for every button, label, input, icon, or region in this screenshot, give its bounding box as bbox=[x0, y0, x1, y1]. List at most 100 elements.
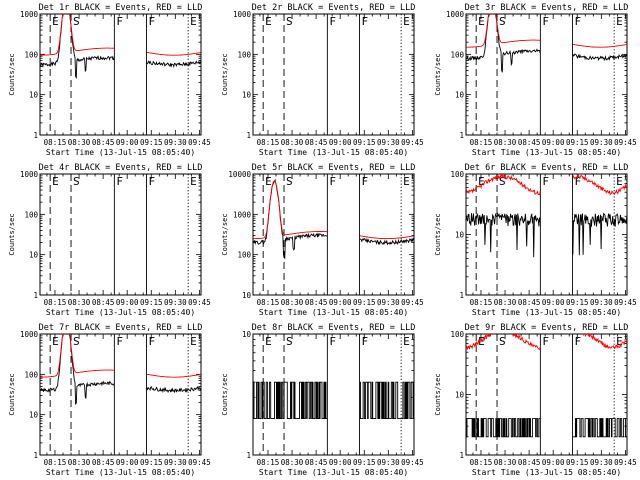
y-tick-label: 1 bbox=[246, 131, 251, 140]
x-tick-label: 08:15 bbox=[44, 138, 67, 147]
marker-label-F: F bbox=[361, 175, 368, 188]
marker-label-E: E bbox=[190, 175, 197, 188]
x-tick-label: 09:00 bbox=[116, 298, 139, 307]
series-lld-line bbox=[466, 174, 541, 196]
y-tick-label: 1 bbox=[459, 131, 464, 140]
marker-label-E: E bbox=[403, 15, 410, 28]
marker-label-F: F bbox=[116, 15, 123, 28]
y-tick-label: 100 bbox=[237, 50, 251, 59]
y-tick-label: 1000 bbox=[233, 210, 252, 219]
panel-det-6: Det 6r BLACK = Events, RED = LLD 1 10 100 Co… bbox=[434, 163, 637, 317]
x-tick-label: 08:15 bbox=[470, 298, 493, 307]
x-axis-label: Start Time (13-Jul-15 08:05:40) bbox=[259, 468, 408, 477]
y-tick-label: 10 bbox=[29, 251, 39, 260]
y-tick-label: 100 bbox=[24, 210, 38, 219]
panel-title: Det 9r BLACK = Events, RED = LLD bbox=[465, 323, 629, 333]
y-tick-label: 10 bbox=[29, 91, 39, 100]
x-axis-label: Start Time (13-Jul-15 08:05:40) bbox=[259, 148, 408, 157]
y-tick-label: 10 bbox=[242, 330, 252, 339]
x-tick-label: 08:45 bbox=[92, 138, 115, 147]
marker-label-S: S bbox=[73, 335, 80, 348]
marker-label-F: F bbox=[116, 335, 123, 348]
series-events-line bbox=[359, 237, 414, 246]
series-events-line bbox=[146, 385, 201, 394]
series-events-line bbox=[40, 14, 115, 80]
y-axis-label: Counts/sec bbox=[434, 213, 442, 255]
panel-title: Det 7r BLACK = Events, RED = LLD bbox=[39, 323, 203, 333]
y-axis-label: Counts/sec bbox=[221, 373, 229, 415]
x-axis-label: Start Time (13-Jul-15 08:05:40) bbox=[46, 468, 195, 477]
panel-det-2: Det 2r BLACK = Events, RED = LLD 1 10 100 10… bbox=[221, 3, 424, 157]
series-lld-line bbox=[146, 373, 201, 378]
x-tick-label: 09:00 bbox=[329, 138, 352, 147]
series-lld-line bbox=[40, 14, 115, 56]
marker-label-E: E bbox=[478, 335, 485, 348]
marker-label-E: E bbox=[265, 15, 272, 28]
x-axis-label: Start Time (13-Jul-15 08:05:40) bbox=[472, 468, 621, 477]
marker-label-E: E bbox=[616, 175, 623, 188]
marker-label-S: S bbox=[499, 175, 506, 188]
x-tick-label: 09:00 bbox=[329, 298, 352, 307]
marker-label-E: E bbox=[403, 335, 410, 348]
x-tick-label: 09:00 bbox=[542, 458, 565, 467]
panel-det-3: Det 3r BLACK = Events, RED = LLD 1 10 100 10… bbox=[434, 3, 637, 157]
x-tick-label: 08:30 bbox=[494, 298, 517, 307]
marker-label-F: F bbox=[329, 175, 336, 188]
y-tick-label: 10 bbox=[242, 291, 252, 300]
marker-label-F: F bbox=[574, 15, 581, 28]
y-tick-label: 1 bbox=[459, 451, 464, 460]
x-tick-label: 08:30 bbox=[68, 138, 91, 147]
series-lld-line bbox=[466, 334, 541, 351]
panel-det-5: Det 5r BLACK = Events, RED = LLD 10 100 100… bbox=[221, 163, 424, 317]
x-tick-label: 08:15 bbox=[44, 298, 67, 307]
marker-label-S: S bbox=[73, 175, 80, 188]
y-tick-label: 1000 bbox=[446, 10, 465, 19]
y-axis-label: Counts/sec bbox=[434, 53, 442, 95]
x-tick-label: 09:45 bbox=[614, 458, 637, 467]
series-events-line bbox=[572, 53, 627, 62]
y-tick-label: 1 bbox=[33, 131, 38, 140]
marker-label-S: S bbox=[286, 175, 293, 188]
x-tick-label: 08:15 bbox=[470, 458, 493, 467]
marker-label-F: F bbox=[542, 175, 549, 188]
x-tick-label: 08:45 bbox=[518, 138, 541, 147]
marker-label-E: E bbox=[52, 335, 59, 348]
y-tick-label: 10000 bbox=[228, 170, 251, 179]
y-tick-label: 1 bbox=[246, 451, 251, 460]
x-tick-label: 09:15 bbox=[566, 138, 589, 147]
panel-det-8: Det 8r BLACK = Events, RED = LLD 1 10 Count… bbox=[221, 323, 424, 477]
x-tick-label: 08:45 bbox=[518, 458, 541, 467]
y-axis-label: Counts/sec bbox=[434, 373, 442, 415]
marker-label-F: F bbox=[361, 15, 368, 28]
x-tick-label: 08:30 bbox=[281, 138, 304, 147]
y-axis-label: Counts/sec bbox=[8, 373, 16, 415]
marker-label-E: E bbox=[52, 175, 59, 188]
series-lld-line bbox=[572, 43, 627, 48]
x-tick-label: 09:30 bbox=[377, 298, 400, 307]
x-tick-label: 09:15 bbox=[140, 298, 163, 307]
x-tick-label: 08:45 bbox=[305, 298, 328, 307]
y-tick-label: 1 bbox=[33, 451, 38, 460]
marker-label-F: F bbox=[116, 175, 123, 188]
y-tick-label: 10 bbox=[242, 91, 252, 100]
y-tick-label: 1000 bbox=[20, 330, 39, 339]
x-tick-label: 08:45 bbox=[92, 298, 115, 307]
x-tick-label: 09:30 bbox=[590, 138, 613, 147]
marker-label-E: E bbox=[616, 15, 623, 28]
y-tick-label: 10 bbox=[455, 91, 465, 100]
panel-title: Det 2r BLACK = Events, RED = LLD bbox=[252, 3, 416, 13]
series-events-line bbox=[359, 381, 414, 420]
y-tick-label: 100 bbox=[24, 370, 38, 379]
y-tick-label: 10 bbox=[29, 411, 39, 420]
x-tick-label: 09:15 bbox=[566, 458, 589, 467]
x-tick-label: 09:00 bbox=[116, 138, 139, 147]
y-tick-label: 100 bbox=[237, 251, 251, 260]
series-lld-line bbox=[146, 51, 201, 56]
x-tick-label: 09:00 bbox=[329, 458, 352, 467]
series-events-line bbox=[40, 334, 115, 406]
x-tick-label: 08:45 bbox=[92, 458, 115, 467]
x-tick-label: 09:15 bbox=[140, 138, 163, 147]
marker-label-F: F bbox=[542, 335, 549, 348]
x-tick-label: 09:30 bbox=[164, 138, 187, 147]
